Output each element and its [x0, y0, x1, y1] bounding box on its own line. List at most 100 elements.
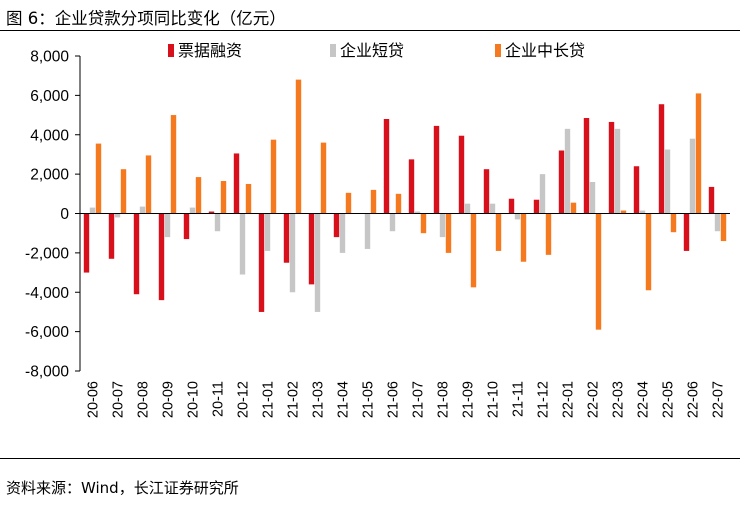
bar-20-06-s2 [89, 207, 96, 214]
x-tick-label: 22-05 [661, 381, 677, 418]
x-tick-label: 22-06 [686, 381, 702, 418]
y-tick-label: 6,000 [30, 88, 69, 105]
bar-20-10-s1 [183, 213, 190, 240]
bar-21-11-s2 [514, 213, 521, 220]
x-tick-label: 21-11 [511, 381, 527, 417]
bar-22-04-s2 [639, 210, 646, 214]
bar-20-12-s1 [233, 153, 240, 214]
bar-21-07-s1 [408, 159, 415, 214]
bar-20-09-s2 [164, 213, 171, 238]
x-tick-label: 21-01 [261, 381, 277, 418]
bar-22-05-s2 [664, 149, 671, 214]
bar-21-03-s3 [320, 142, 327, 214]
bar-21-02-s2 [289, 213, 296, 293]
y-tick-label: -2,000 [25, 245, 69, 262]
bar-22-01-s2 [564, 128, 571, 214]
bar-20-11-s1 [208, 211, 215, 214]
bar-22-04-s3 [645, 213, 652, 291]
source-note: 资料来源：Wind，长江证券研究所 [6, 479, 239, 497]
bar-21-09-s2 [464, 203, 471, 214]
bar-22-06-s2 [689, 138, 696, 214]
bar-21-08-s1 [433, 125, 440, 214]
bar-chart: 8,000 6,000 4,000 2,000 0 -2,000 -4,000 -6,000 -… [25, 41, 730, 418]
bar-20-08-s1 [133, 213, 140, 295]
bar-22-04-s1 [633, 166, 640, 214]
bar-21-10-s2 [489, 203, 496, 214]
x-tick-label: 21-05 [361, 381, 377, 418]
bar-22-05-s3 [670, 213, 677, 233]
x-tick-label: 20-09 [161, 381, 177, 418]
x-tick-label: 20-11 [211, 381, 227, 417]
bar-22-02-s2 [589, 182, 596, 214]
bar-21-01-s2 [264, 213, 271, 251]
legend-swatch-2 [330, 44, 336, 57]
x-tick-label: 22-04 [636, 381, 652, 418]
bar-21-12-s1 [533, 199, 540, 214]
legend-label-1: 票据融资 [178, 41, 242, 60]
bar-21-04-s1 [333, 213, 340, 238]
x-tick-label: 20-12 [236, 381, 252, 418]
bar-21-05-s2 [364, 213, 371, 249]
bar-21-09-s3 [470, 213, 477, 288]
legend-label-3: 企业中长贷 [505, 41, 585, 60]
bar-21-05-s3 [370, 189, 377, 214]
bar-21-06-s1 [383, 119, 390, 214]
top-rule [0, 30, 740, 31]
bar-21-02-s1 [283, 213, 290, 263]
bar-21-11-s1 [508, 198, 515, 214]
x-tick-label: 22-01 [561, 381, 577, 418]
x-tick-label: 20-10 [186, 381, 202, 418]
bar-20-09-s3 [170, 115, 177, 214]
bar-20-09-s1 [158, 213, 165, 301]
chart-title: 图 6：企业贷款分项同比变化（亿元） [6, 9, 286, 28]
bar-21-02-s3 [295, 79, 302, 214]
bar-22-03-s2 [614, 128, 621, 214]
x-tick-label: 21-03 [311, 381, 327, 418]
bar-22-07-s1 [708, 186, 715, 214]
bar-22-01-s3 [570, 202, 577, 214]
x-tick-label: 20-06 [86, 381, 102, 418]
bar-20-07-s2 [114, 213, 121, 218]
bar-22-03-s1 [608, 121, 615, 214]
bar-21-04-s2 [339, 213, 346, 253]
bar-22-02-s3 [595, 213, 602, 330]
bar-21-01-s1 [258, 213, 265, 312]
bar-20-06-s3 [95, 143, 102, 214]
bar-21-09-s1 [458, 135, 465, 214]
x-tick-label: 21-02 [286, 381, 302, 418]
bar-21-08-s2 [439, 213, 446, 238]
bar-22-01-s1 [558, 150, 565, 214]
bar-22-03-s3 [620, 210, 627, 214]
bar-21-03-s2 [314, 213, 321, 312]
x-tick-label: 21-09 [461, 381, 477, 418]
bar-21-06-s3 [395, 193, 402, 214]
x-tick-label: 22-07 [711, 381, 727, 418]
y-tick-label: 8,000 [30, 49, 69, 66]
bar-20-07-s1 [108, 213, 115, 259]
y-tick-label: -6,000 [25, 324, 69, 341]
bar-20-06-s1 [83, 213, 90, 273]
bar-21-01-s3 [270, 139, 277, 214]
bar-21-03-s1 [308, 213, 315, 285]
bar-21-12-s2 [539, 174, 546, 214]
bar-20-10-s2 [189, 207, 196, 214]
bar-20-08-s3 [145, 155, 152, 214]
bar-21-07-s2 [414, 211, 421, 214]
bar-20-08-s2 [139, 206, 146, 214]
bar-22-07-s2 [714, 213, 721, 232]
legend-swatch-3 [495, 44, 501, 57]
y-tick-label: 4,000 [30, 127, 69, 144]
legend-label-2: 企业短贷 [340, 41, 404, 60]
x-tick-label: 21-04 [336, 381, 352, 418]
bar-21-08-s3 [445, 213, 452, 253]
y-tick-label: 2,000 [30, 167, 69, 184]
bar-21-11-s3 [520, 213, 527, 262]
bar-21-10-s1 [483, 169, 490, 214]
x-tick-label: 21-07 [411, 381, 427, 418]
x-tick-label: 20-07 [111, 381, 127, 418]
x-tick-label: 21-12 [536, 381, 552, 418]
bar-20-12-s2 [239, 213, 246, 275]
bar-22-05-s1 [658, 104, 665, 214]
bar-21-10-s3 [495, 213, 502, 251]
x-tick-label: 20-08 [136, 381, 152, 418]
